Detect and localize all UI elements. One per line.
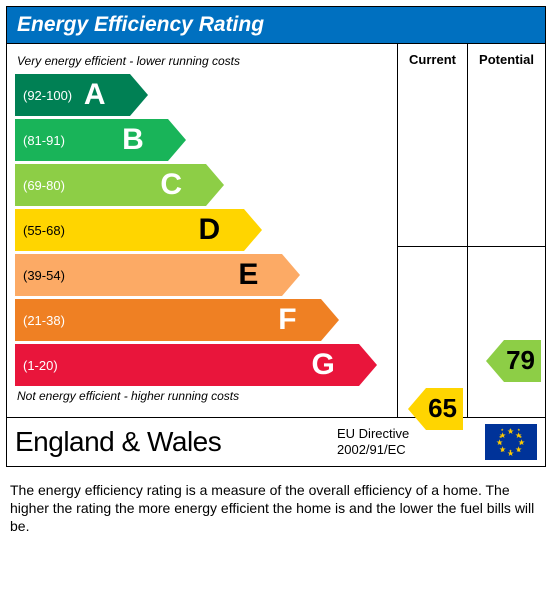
- column-header-current: Current: [397, 43, 467, 246]
- region-label: England & Wales: [15, 426, 337, 458]
- chart-grid: Very energy efficient - lower running co…: [7, 43, 545, 417]
- band-range: (55-68): [15, 223, 65, 238]
- footer: England & Wales EU Directive 2002/91/EC …: [7, 417, 545, 466]
- band-letter: F: [278, 303, 296, 337]
- epc-chart: Energy Efficiency Rating Very energy eff…: [6, 6, 546, 467]
- chart-title: Energy Efficiency Rating: [7, 7, 545, 43]
- band-letter: D: [199, 213, 221, 247]
- directive-line2: 2002/91/EC: [337, 442, 477, 458]
- current-rating-value: 65: [426, 388, 463, 430]
- band-letter: E: [238, 258, 258, 292]
- band-c: (69-80) C: [15, 164, 397, 206]
- current-rating: 65: [408, 388, 463, 430]
- band-range: (21-38): [15, 313, 65, 328]
- potential-rating: 79: [486, 340, 541, 382]
- band-letter: G: [311, 348, 334, 382]
- band-b: (81-91) B: [15, 119, 397, 161]
- band-e: (39-54) E: [15, 254, 397, 296]
- bands-area: Very energy efficient - lower running co…: [7, 43, 397, 417]
- column-header-potential: Potential: [467, 43, 545, 246]
- potential-column: 79: [467, 246, 545, 418]
- band-letter: A: [84, 78, 106, 112]
- band-range: (39-54): [15, 268, 65, 283]
- band-range: (81-91): [15, 133, 65, 148]
- band-d: (55-68) D: [15, 209, 397, 251]
- eu-directive: EU Directive 2002/91/EC: [337, 426, 477, 457]
- bottom-note: Not energy efficient - higher running co…: [17, 389, 397, 403]
- eu-flag-icon: ★ ★ ★ ★ ★ ★ ★ ★: [485, 424, 537, 460]
- current-column: 65: [397, 246, 467, 418]
- band-letter: C: [160, 168, 182, 202]
- potential-rating-value: 79: [504, 340, 541, 382]
- band-a: (92-100) A: [15, 74, 397, 116]
- top-note: Very energy efficient - lower running co…: [17, 54, 397, 68]
- band-f: (21-38) F: [15, 299, 397, 341]
- band-range: (92-100): [15, 88, 72, 103]
- band-range: (69-80): [15, 178, 65, 193]
- description-text: The energy efficiency rating is a measur…: [0, 473, 552, 546]
- band-letter: B: [122, 123, 144, 157]
- band-range: (1-20): [15, 358, 58, 373]
- band-g: (1-20) G: [15, 344, 397, 386]
